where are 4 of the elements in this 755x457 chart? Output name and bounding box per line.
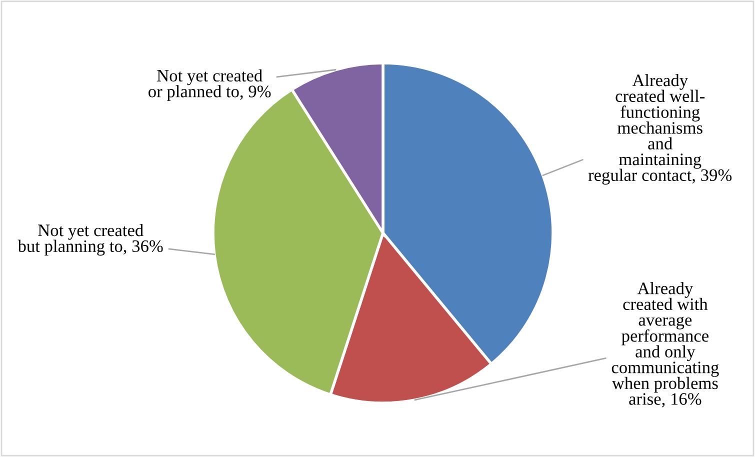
slice-label: Not yet created or planned to, 9% bbox=[148, 69, 271, 101]
slice-label: Not yet created but planning to, 36% bbox=[18, 224, 163, 256]
slice-label: Already created well- functioning mechanisms and maintaining regular contact, 39% bbox=[588, 74, 732, 185]
slice-label: Already created with average performance and only communicating when problems arise, 16% bbox=[612, 282, 719, 408]
